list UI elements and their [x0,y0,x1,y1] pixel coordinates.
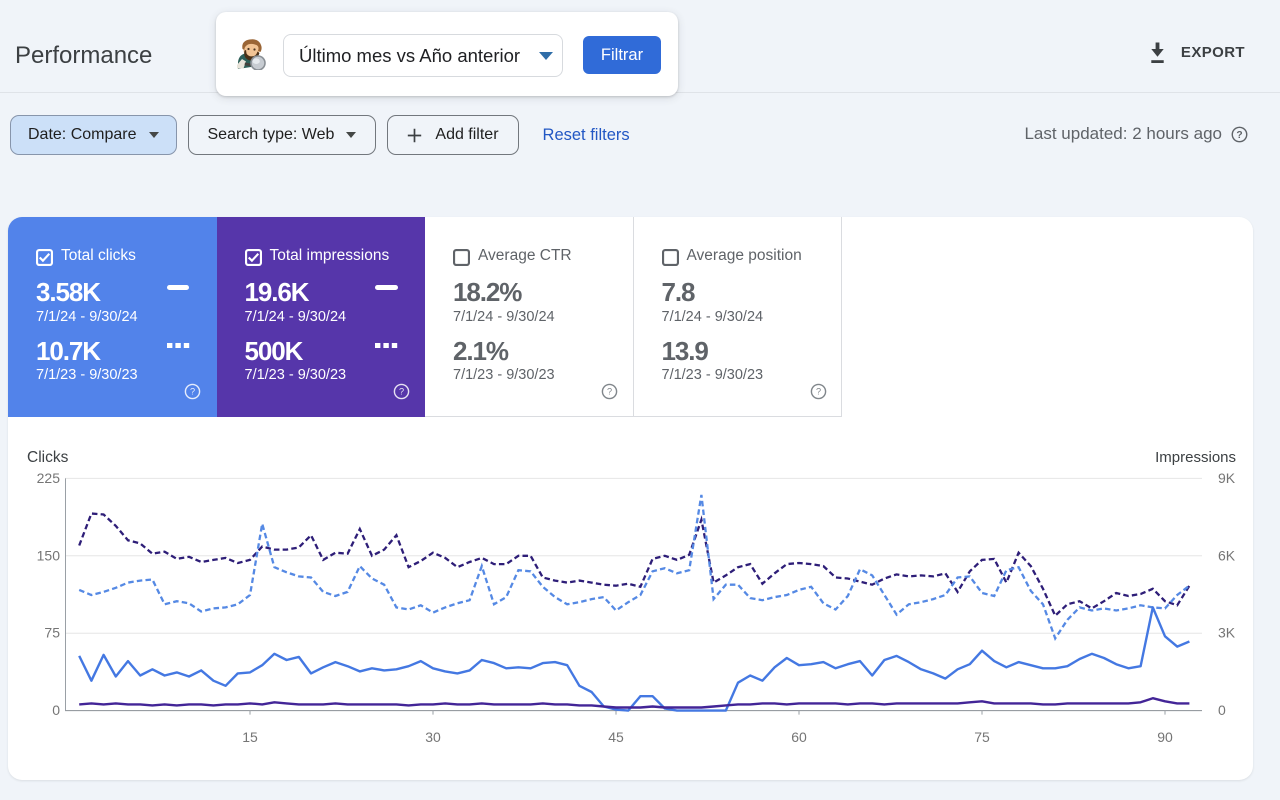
svg-text:15: 15 [242,729,258,745]
svg-text:Clicks: Clicks [27,449,69,466]
svg-text:75: 75 [974,729,990,745]
svg-text:90: 90 [1157,729,1173,745]
svg-text:6K: 6K [1218,547,1236,563]
svg-text:?: ? [1236,130,1242,141]
svg-text:?: ? [190,387,195,397]
svg-text:75: 75 [44,625,60,641]
svg-text:60: 60 [791,729,807,745]
svg-text:225: 225 [37,470,61,486]
svg-text:30: 30 [425,729,441,745]
svg-text:0: 0 [1218,702,1226,718]
svg-text:9K: 9K [1218,470,1236,486]
svg-text:Impressions: Impressions [1155,449,1236,466]
svg-text:45: 45 [608,729,624,745]
svg-text:150: 150 [37,547,61,563]
svg-text:3K: 3K [1218,625,1236,641]
svg-text:?: ? [607,387,612,397]
svg-text:?: ? [815,387,820,397]
svg-text:0: 0 [52,702,60,718]
svg-text:?: ? [398,387,403,397]
